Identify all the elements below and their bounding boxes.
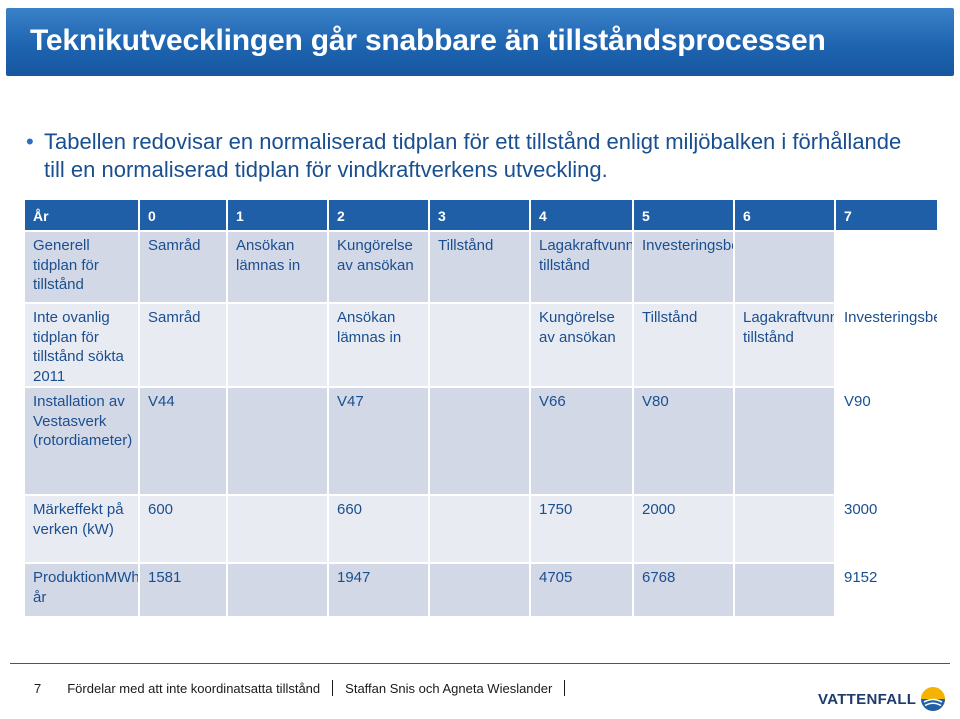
- header-cell: 1: [228, 200, 329, 232]
- bullet-point: • Tabellen redovisar en normaliserad tid…: [26, 128, 926, 184]
- table-row: Installation av Vestasverk (rotordiamete…: [25, 388, 937, 496]
- table-cell: [228, 304, 329, 388]
- vattenfall-logo-icon: [921, 687, 946, 711]
- row-label: Generell tidplan för tillstånd: [25, 232, 140, 304]
- footer-authors: Staffan Snis och Agneta Wieslander: [345, 680, 553, 696]
- table-cell: Kungörelse av ansökan: [531, 304, 634, 388]
- table-cell: 4705: [531, 564, 634, 616]
- table-cell: Ansökan lämnas in: [329, 304, 430, 388]
- table-cell: [430, 388, 531, 496]
- table-cell: [228, 496, 329, 564]
- slide-title: Teknikutvecklingen går snabbare än tills…: [30, 24, 826, 57]
- table-cell: 9152: [844, 569, 878, 586]
- table-cell: V90: [836, 388, 937, 496]
- table-cell: [430, 496, 531, 564]
- table-cell: Samråd: [140, 232, 228, 304]
- table-row: Märkeffekt på verken (kW) 600 660 1750 2…: [25, 496, 937, 564]
- bullet-dot-icon: •: [26, 129, 34, 154]
- table-cell: [228, 388, 329, 496]
- timeline-table: År 0 1 2 3 4 5 6 7 Generell tidplan för …: [25, 200, 937, 616]
- table-cell: 1750: [531, 496, 634, 564]
- table-cell: Investeringsbeslut: [634, 232, 735, 304]
- table-cell: Investeringsbeslut: [836, 304, 937, 388]
- table-cell: Ansökan lämnas in: [228, 232, 329, 304]
- row-label: Inte ovanlig tidplan för tillstånd sökta…: [25, 304, 140, 388]
- header-cell: 6: [735, 200, 836, 232]
- footer-separator: [564, 680, 566, 696]
- footer-separator: [332, 680, 334, 696]
- table-cell: 660: [329, 496, 430, 564]
- table-cell: [228, 564, 329, 616]
- table-cell: Tillstånd: [634, 304, 735, 388]
- table-cell: [735, 232, 836, 304]
- table-cell: 1947: [329, 564, 430, 616]
- header-cell: År: [25, 200, 140, 232]
- table-cell: 2000: [634, 496, 735, 564]
- table-cell: V47: [329, 388, 430, 496]
- logo-text: VATTENFALL: [818, 690, 917, 708]
- header-cell: 7: [836, 200, 937, 232]
- table-cell: [735, 496, 836, 564]
- table-cell: V44: [140, 388, 228, 496]
- title-bar: [6, 8, 954, 76]
- table-cell: [735, 388, 836, 496]
- table-cell: V80: [634, 388, 735, 496]
- table-header-row: År 0 1 2 3 4 5 6 7: [25, 200, 937, 232]
- table-cell: [735, 564, 836, 616]
- header-cell: 0: [140, 200, 228, 232]
- row-label: ProduktionMWh/år: [25, 564, 140, 616]
- table-cell: Lagakraftvunnet tillstånd: [531, 232, 634, 304]
- table-cell: 600: [140, 496, 228, 564]
- page-number: 7: [34, 680, 42, 696]
- table-cell: Kungörelse av ansökan: [329, 232, 430, 304]
- table-cell: Samråd: [140, 304, 228, 388]
- table-cell: Tillstånd: [430, 232, 531, 304]
- table-cell: [430, 564, 531, 616]
- table-row: Inte ovanlig tidplan för tillstånd sökta…: [25, 304, 937, 388]
- table-cell: Lagakraftvunnet tillstånd: [735, 304, 836, 388]
- header-cell: 2: [329, 200, 430, 232]
- table-cell: [836, 232, 937, 304]
- header-cell: 4: [531, 200, 634, 232]
- table-row: ProduktionMWh/år 1581 1947 4705 6768 915…: [25, 564, 937, 616]
- footer: 7 Fördelar med att inte koordinatsatta t…: [34, 680, 569, 696]
- table-cell: 3000: [836, 496, 937, 564]
- vattenfall-logo: VATTENFALL: [818, 686, 946, 712]
- header-cell: 3: [430, 200, 531, 232]
- table-cell: V66: [531, 388, 634, 496]
- footer-title: Fördelar med att inte koordinatsatta til…: [67, 680, 321, 696]
- table-cell: 6768: [634, 564, 735, 616]
- header-cell: 5: [634, 200, 735, 232]
- footer-divider: [10, 663, 950, 664]
- row-label: Märkeffekt på verken (kW): [25, 496, 140, 564]
- table-cell: [430, 304, 531, 388]
- bullet-text: Tabellen redovisar en normaliserad tidpl…: [44, 129, 902, 182]
- table-cell: 1581: [140, 564, 228, 616]
- table-row: Generell tidplan för tillstånd Samråd An…: [25, 232, 937, 304]
- row-label: Installation av Vestasverk (rotordiamete…: [25, 388, 140, 496]
